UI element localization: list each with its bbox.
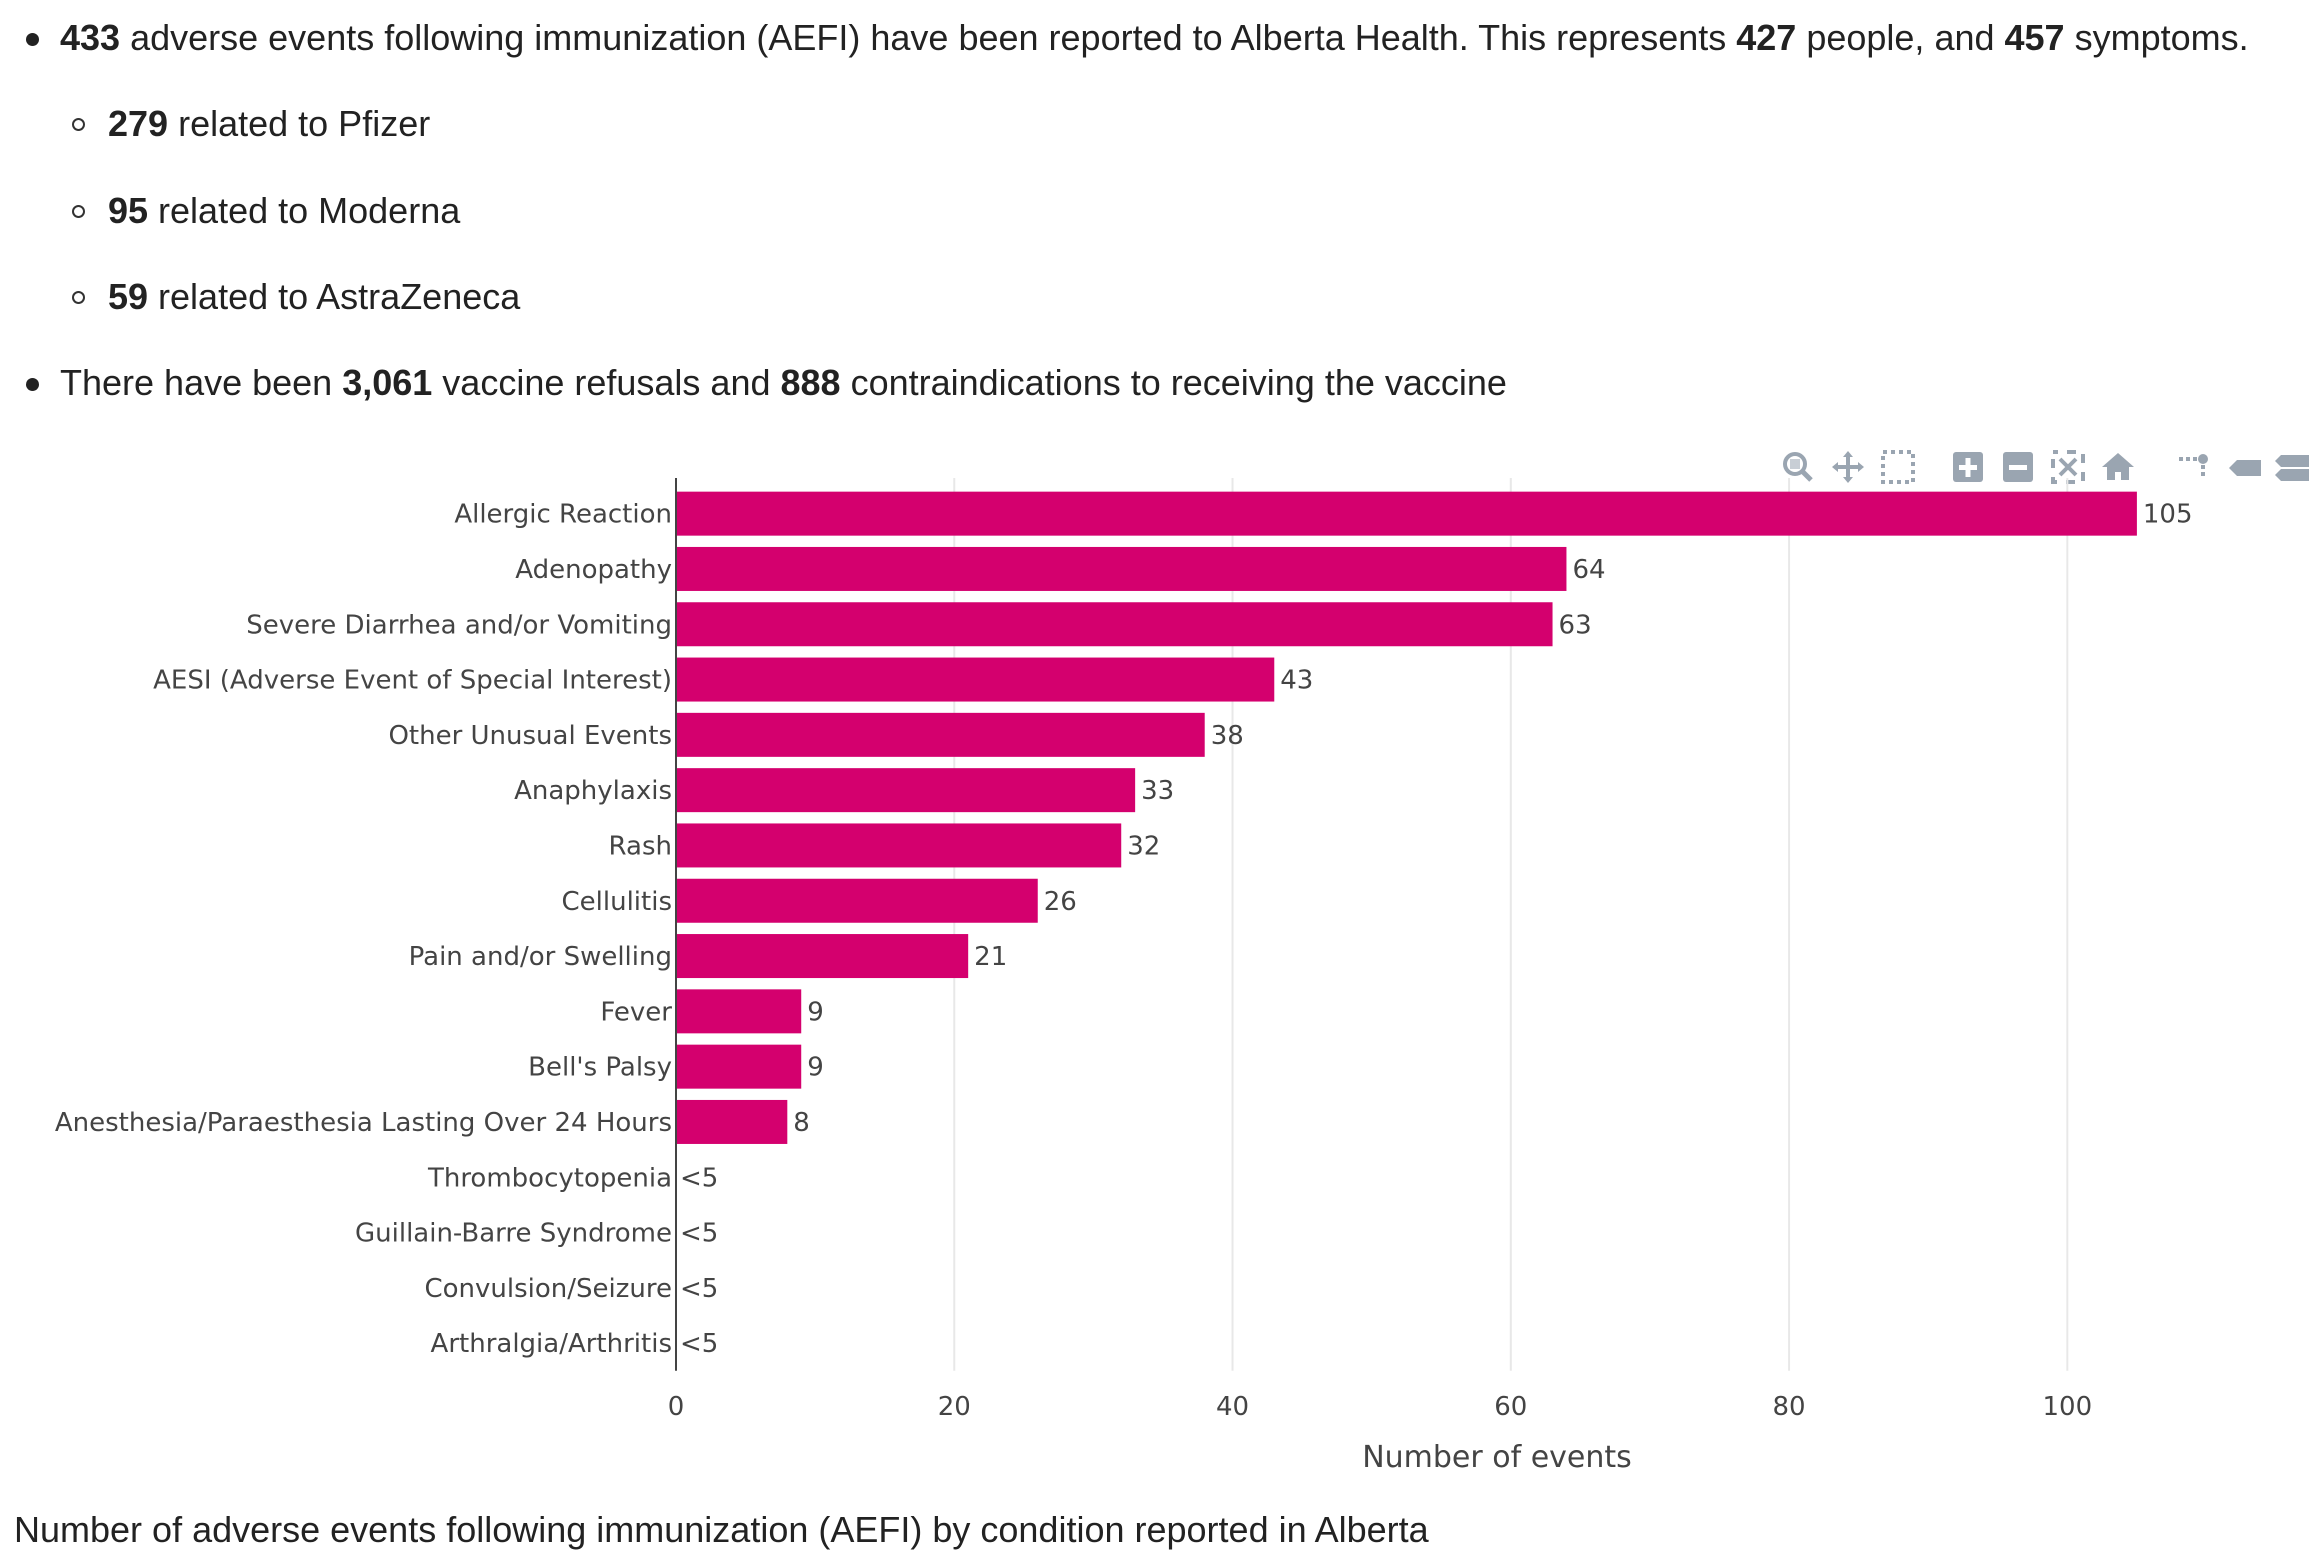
x-tick-label: 40 <box>1216 1392 1249 1422</box>
bar[interactable] <box>676 712 1205 757</box>
bar[interactable] <box>676 1099 788 1144</box>
chart-bars <box>676 491 2137 1144</box>
sub-bullet-ring <box>72 118 85 131</box>
y-tick-label: Fever <box>600 997 672 1027</box>
y-tick-label: Allergic Reaction <box>454 500 672 530</box>
y-tick-label: Thrombocytopenia <box>427 1163 672 1193</box>
data-label: <5 <box>680 1274 718 1304</box>
bar[interactable] <box>676 602 1553 647</box>
y-tick-label: Cellulitis <box>562 887 673 917</box>
bar[interactable] <box>676 546 1567 591</box>
data-label: 26 <box>1044 887 1077 917</box>
y-tick-label: AESI (Adverse Event of Special Interest) <box>153 666 672 696</box>
summary-refusals: There have been 3,061 vaccine refusals a… <box>60 362 1507 403</box>
pan-icon[interactable] <box>1829 447 1867 487</box>
y-tick-label: Guillain-Barre Syndrome <box>355 1219 672 1249</box>
data-label: 32 <box>1127 831 1160 861</box>
aefi-count: 433 <box>60 17 121 58</box>
bar[interactable] <box>676 1044 802 1089</box>
reset-axes-icon[interactable] <box>2099 447 2137 487</box>
y-tick-label: Pain and/or Swelling <box>409 942 672 972</box>
y-tick-label: Convulsion/Seizure <box>424 1274 672 1304</box>
sub-item-astrazeneca: 59 related to AstraZeneca <box>108 276 521 317</box>
chart-labels: 020406080100120140Allergic Reaction105Ad… <box>55 500 2193 1422</box>
summary-aefi-total: 433 adverse events following immunizatio… <box>60 17 2249 58</box>
y-tick-label: Anesthesia/Paraesthesia Lasting Over 24 … <box>55 1108 672 1138</box>
x-tick-label: 20 <box>938 1392 971 1422</box>
data-label: 8 <box>793 1108 810 1138</box>
sub-bullet-ring <box>72 205 85 218</box>
symptom-count: 457 <box>2004 17 2065 58</box>
data-label: 9 <box>807 1053 824 1083</box>
bar[interactable] <box>676 823 1122 868</box>
bar[interactable] <box>676 491 2137 536</box>
data-label: 33 <box>1141 776 1174 806</box>
hover-compare-icon[interactable] <box>2271 447 2309 487</box>
data-label: 9 <box>807 997 824 1027</box>
bar[interactable] <box>676 878 1038 923</box>
zoom-in-icon[interactable] <box>1949 447 1987 487</box>
sub-item-moderna: 95 related to Moderna <box>108 190 461 231</box>
spike-lines-icon[interactable] <box>2175 447 2213 487</box>
data-label: 64 <box>1572 555 1605 585</box>
x-tick-label: 80 <box>1773 1392 1806 1422</box>
y-tick-label: Rash <box>609 831 672 861</box>
data-label: <5 <box>680 1163 718 1193</box>
bar[interactable] <box>676 657 1275 702</box>
y-tick-label: Adenopathy <box>515 555 672 585</box>
contraindication-count: 888 <box>780 362 841 403</box>
y-tick-label: Anaphylaxis <box>514 776 672 806</box>
data-label: 43 <box>1280 666 1313 696</box>
zoom-icon[interactable] <box>1779 447 1817 487</box>
data-label: 63 <box>1559 610 1592 640</box>
bar[interactable] <box>676 768 1136 813</box>
y-tick-label: Arthralgia/Arthritis <box>431 1329 672 1359</box>
x-tick-label: 60 <box>1494 1392 1527 1422</box>
data-label: 105 <box>2143 500 2193 530</box>
bullet-dot <box>26 33 39 46</box>
aefi-bar-chart: 020406080100120140Allergic Reaction105Ad… <box>55 478 2193 1470</box>
x-tick-label: 100 <box>2043 1392 2093 1422</box>
chart-caption: Number of adverse events following immun… <box>14 1509 1429 1550</box>
box-select-icon[interactable] <box>1879 447 1917 487</box>
sub-bullet-ring <box>72 291 85 304</box>
data-label: <5 <box>680 1219 718 1249</box>
data-label: 21 <box>974 942 1007 972</box>
sub-item-pfizer: 279 related to Pfizer <box>108 103 431 144</box>
y-tick-label: Severe Diarrhea and/or Vomiting <box>246 610 672 640</box>
bar[interactable] <box>676 989 802 1034</box>
data-label: <5 <box>680 1329 718 1359</box>
refusal-count: 3,061 <box>342 362 433 403</box>
bar[interactable] <box>676 934 969 979</box>
y-tick-label: Bell's Palsy <box>528 1053 672 1083</box>
hover-closest-icon[interactable] <box>2225 447 2263 487</box>
x-axis-title: Number of events <box>1362 1440 1632 1470</box>
bullet-dot <box>26 378 39 391</box>
zoom-out-icon[interactable] <box>1999 447 2037 487</box>
x-tick-label: 0 <box>668 1392 685 1422</box>
y-tick-label: Other Unusual Events <box>388 721 672 751</box>
people-count: 427 <box>1736 17 1797 58</box>
data-label: 38 <box>1211 721 1244 751</box>
